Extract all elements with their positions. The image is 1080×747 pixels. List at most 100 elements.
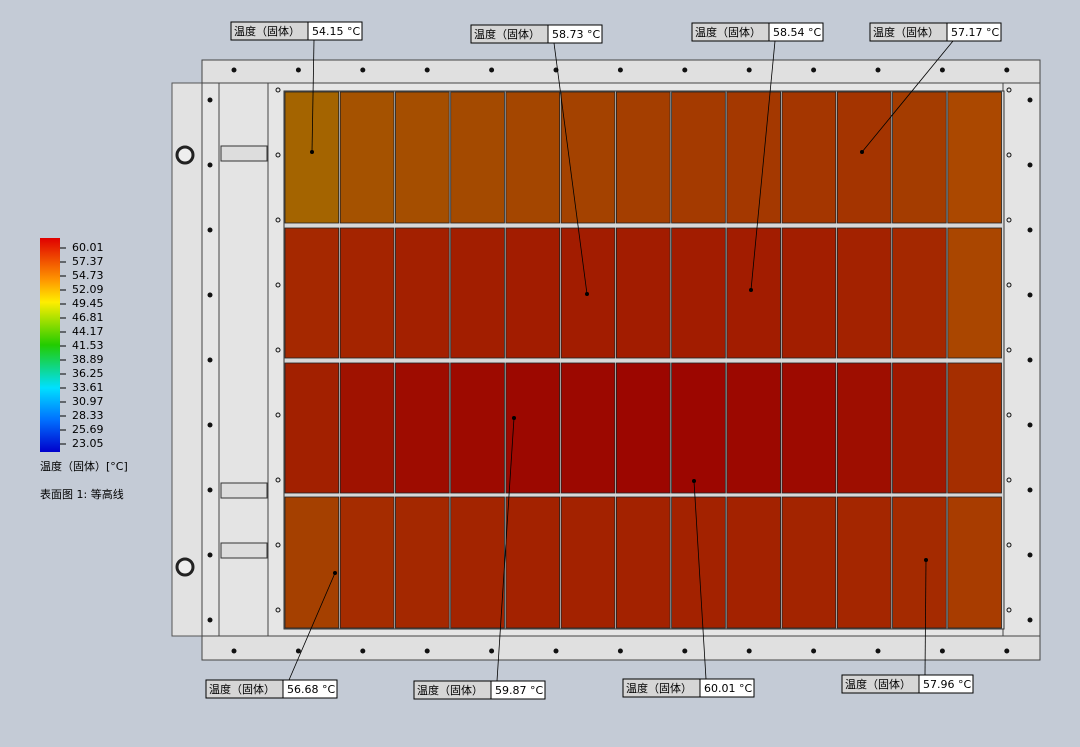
- cell: [395, 227, 450, 359]
- cell: [671, 227, 726, 359]
- bolt: [231, 648, 237, 654]
- probe-value: 58.73 °C: [552, 28, 600, 41]
- probe-leader: [288, 572, 336, 681]
- bolt: [207, 422, 213, 428]
- bolt: [875, 648, 881, 654]
- cell: [615, 362, 671, 494]
- cell: [339, 91, 395, 224]
- bolt: [275, 477, 281, 483]
- cell: [395, 496, 450, 629]
- probe-value-box: [490, 680, 546, 700]
- probe-value: 54.15 °C: [312, 25, 360, 38]
- bolt: [1006, 412, 1012, 418]
- bolt: [1006, 282, 1012, 288]
- bolt: [1004, 648, 1010, 654]
- bolt: [1027, 227, 1033, 233]
- legend-tick-label: 41.53: [72, 339, 104, 352]
- bolt: [1006, 152, 1012, 158]
- probe-label: 温度（固体）: [695, 25, 761, 39]
- probe-point: [333, 571, 337, 575]
- bolt: [875, 67, 881, 73]
- bolt: [553, 648, 559, 654]
- bolt: [1027, 487, 1033, 493]
- probe-leader: [693, 480, 707, 680]
- bolt: [231, 67, 237, 73]
- probe-point: [924, 558, 928, 562]
- cell: [892, 227, 947, 359]
- bolt: [489, 648, 495, 654]
- bolt: [207, 292, 213, 298]
- bolt: [811, 67, 817, 73]
- cell: [505, 362, 561, 494]
- left-bracket: [171, 82, 203, 637]
- probe-point: [860, 150, 864, 154]
- probe-value: 59.87 °C: [495, 684, 543, 697]
- bolt: [682, 648, 688, 654]
- legend-tick-label: 38.89: [72, 353, 104, 366]
- cell: [836, 362, 892, 494]
- cell: [781, 227, 837, 359]
- cell: [284, 362, 340, 494]
- bolts: [207, 67, 1033, 654]
- cell: [450, 496, 505, 629]
- legend-tick-label: 49.45: [72, 297, 104, 310]
- probe-leader: [861, 40, 954, 153]
- probe-label: 温度（固体）: [845, 677, 911, 691]
- cell: [726, 227, 781, 359]
- bolt: [617, 67, 623, 73]
- bolt: [1004, 67, 1010, 73]
- cell: [505, 496, 561, 629]
- bolt: [207, 357, 213, 363]
- legend-tick-label: 30.97: [72, 395, 104, 408]
- bolt: [1027, 292, 1033, 298]
- bolt: [207, 97, 213, 103]
- bolt: [207, 617, 213, 623]
- cells: [284, 91, 1002, 629]
- clip: [220, 542, 268, 559]
- cell: [671, 496, 726, 629]
- bolt: [1006, 542, 1012, 548]
- probe-label: 温度（固体）: [209, 682, 275, 696]
- cell: [781, 362, 837, 494]
- probe-value: 57.96 °C: [923, 678, 971, 691]
- cell: [284, 91, 340, 224]
- bolt: [295, 67, 301, 73]
- cell: [450, 227, 505, 359]
- bolt: [939, 648, 945, 654]
- probe-leader: [496, 417, 515, 682]
- probe-value-box: [946, 22, 1002, 42]
- probe-label: 温度（固体）: [626, 681, 692, 695]
- bolt: [275, 347, 281, 353]
- bolt: [207, 487, 213, 493]
- cell: [726, 362, 781, 494]
- bolt: [275, 282, 281, 288]
- legend-tick-label: 52.09: [72, 283, 104, 296]
- bolt: [746, 648, 752, 654]
- bolt: [939, 67, 945, 73]
- legend-tick-label: 57.37: [72, 255, 104, 268]
- mount-hole: [175, 145, 195, 165]
- cell: [339, 496, 395, 629]
- cell: [947, 496, 1002, 629]
- probe-point: [585, 292, 589, 296]
- cell: [836, 227, 892, 359]
- probe-value: 58.54 °C: [773, 26, 821, 39]
- cell: [836, 496, 892, 629]
- probe-label: 温度（固体）: [474, 27, 540, 41]
- probe-leader: [750, 40, 776, 291]
- legend-tick-label: 28.33: [72, 409, 104, 422]
- bolt: [1027, 97, 1033, 103]
- bolt: [207, 227, 213, 233]
- bolt: [360, 67, 366, 73]
- cell: [836, 91, 892, 224]
- cell: [781, 496, 837, 629]
- bolt: [275, 412, 281, 418]
- cell: [284, 496, 340, 629]
- bolt: [275, 217, 281, 223]
- bolt: [207, 162, 213, 168]
- bolt: [295, 648, 301, 654]
- probe-value-box: [282, 679, 338, 699]
- probe-value-box: [307, 21, 363, 41]
- bolt: [682, 67, 688, 73]
- legend-ticks: 60.0157.3754.7352.0949.4546.8144.1741.53…: [60, 241, 104, 450]
